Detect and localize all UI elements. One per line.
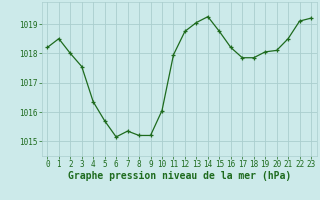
X-axis label: Graphe pression niveau de la mer (hPa): Graphe pression niveau de la mer (hPa) (68, 171, 291, 181)
